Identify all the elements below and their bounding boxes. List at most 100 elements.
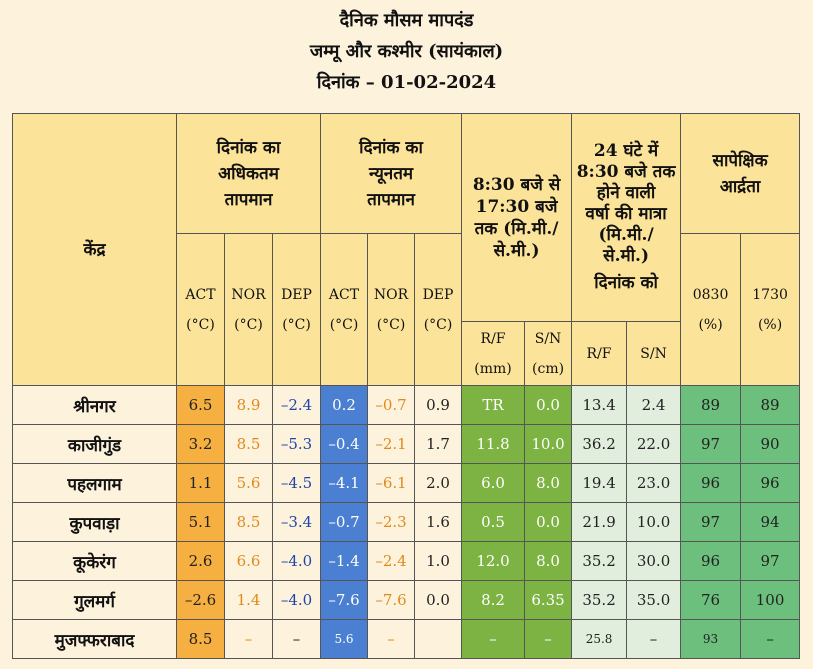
min-nor-header: NOR (°C) [367, 233, 416, 386]
col-unit: (%) [698, 316, 723, 333]
humidity-header-line: सापेक्षिक [712, 150, 768, 171]
sn-day-header: S/N (cm) [524, 321, 573, 386]
sn-day-cell: 8.0 [524, 463, 573, 503]
max-dep-cell: – [271, 619, 322, 659]
rf-24h-cell: 21.9 [571, 502, 628, 542]
sn-day-cell: 10.0 [524, 424, 573, 464]
max-temp-header-line: दिनांक का [216, 137, 281, 158]
min-dep-cell: 1.7 [414, 424, 463, 464]
table-row: पहलगाम 1.1 5.6 –4.5 –4.1 –6.1 2.0 6.0 8.… [12, 463, 801, 503]
col-unit: (mm) [474, 360, 512, 377]
sn-24h-cell: 22.0 [626, 424, 682, 464]
min-act-cell: 0.2 [320, 385, 369, 425]
precip-24h-header-line: दिनांक को [594, 273, 658, 293]
rf-24h-cell: 36.2 [571, 424, 628, 464]
max-act-cell: 1.1 [176, 463, 225, 503]
precip-24h-header-line: से.मी.) [603, 246, 650, 266]
rh-0830-cell: 96 [680, 463, 742, 503]
humidity-header: सापेक्षिक आर्द्रता [680, 113, 801, 234]
col-label: S/N [534, 330, 562, 347]
rf-24h-cell: 25.8 [571, 619, 628, 659]
day-precip-header-line: 8:30 बजे से [472, 174, 561, 195]
max-nor-header: NOR (°C) [224, 233, 273, 386]
min-temp-header-line: दिनांक का [359, 137, 423, 158]
rf-24h-cell: 13.4 [571, 385, 628, 425]
sn-24h-cell: – [626, 619, 682, 659]
max-nor-cell: – [224, 619, 273, 659]
rf-day-cell: 11.8 [461, 424, 526, 464]
max-act-header: ACT (°C) [176, 233, 225, 386]
rh-0830-header: 0830 (%) [680, 233, 742, 386]
col-label: DEP [281, 286, 312, 303]
max-temp-header-line: अधिकतम [218, 163, 279, 184]
station-name: कूकेरंग [12, 541, 177, 581]
max-nor-cell: 1.4 [224, 580, 273, 620]
station-name: पहलगाम [12, 463, 177, 503]
min-act-cell: –1.4 [320, 541, 369, 581]
max-temp-header: दिनांक का अधिकतम तापमान [175, 113, 322, 234]
precip-24h-header: 24 घंटे में 8:30 बजे तक होने वाली वर्षा … [571, 113, 682, 322]
day-precip-header-line: 17:30 बजे [475, 196, 558, 217]
max-nor-cell: 8.5 [224, 424, 273, 464]
table-row: गुलमर्ग –2.6 1.4 –4.0 –7.6 –7.6 0.0 8.2 … [12, 580, 801, 620]
sn-day-cell: 8.0 [524, 541, 573, 581]
min-dep-cell: 0.0 [414, 580, 463, 620]
min-temp-header-line: तापमान [367, 189, 415, 210]
max-nor-cell: 5.6 [224, 463, 273, 503]
col-label: 0830 [692, 286, 729, 303]
min-act-header: ACT (°C) [320, 233, 369, 386]
min-act-cell: –7.6 [320, 580, 369, 620]
title-line-1: दैनिक मौसम मापदंड [339, 10, 474, 31]
table-row: कुपवाड़ा 5.1 8.5 –3.4 –0.7 –2.3 1.6 0.5 … [12, 502, 801, 542]
max-nor-cell: 8.9 [224, 385, 273, 425]
min-nor-cell: –7.6 [367, 580, 416, 620]
sn-day-cell: 0.0 [524, 385, 573, 425]
rh-0830-cell: 93 [680, 619, 742, 659]
min-dep-cell [414, 619, 463, 659]
report-title: दैनिक मौसम मापदंड जम्मू और कश्मीर (सायंक… [0, 6, 813, 99]
rf-day-cell: 0.5 [461, 502, 526, 542]
precip-24h-header-line: 8:30 बजे तक [576, 162, 676, 182]
max-temp-header-line: तापमान [224, 189, 273, 210]
min-dep-cell: 1.6 [414, 502, 463, 542]
rh-1730-cell: 97 [740, 541, 801, 581]
max-dep-cell: –3.4 [271, 502, 322, 542]
col-label: NOR [231, 286, 266, 303]
col-unit: (°C) [186, 316, 215, 333]
rf-day-header: R/F (mm) [461, 321, 526, 386]
min-nor-cell: –0.7 [367, 385, 416, 425]
min-nor-cell: –2.3 [367, 502, 416, 542]
rf-day-cell: 12.0 [461, 541, 526, 581]
col-unit: (°C) [423, 316, 453, 333]
max-act-cell: –2.6 [176, 580, 225, 620]
rf-day-cell: 8.2 [461, 580, 526, 620]
min-temp-header-line: न्यूनतम [368, 163, 414, 184]
station-name: काजीगुंड [12, 424, 177, 464]
table-row: श्रीनगर 6.5 8.9 –2.4 0.2 –0.7 0.9 TR 0.0… [12, 385, 801, 425]
max-act-cell: 6.5 [176, 385, 225, 425]
min-act-cell: –0.4 [320, 424, 369, 464]
col-label: ACT [185, 286, 216, 303]
precip-24h-header-line: वर्षा की मात्रा [585, 204, 667, 224]
day-precip-header-line: से.मी.) [493, 240, 540, 261]
min-nor-cell: – [367, 619, 416, 659]
rf-day-cell: TR [461, 385, 526, 425]
rf-24h-cell: 19.4 [571, 463, 628, 503]
sn-day-cell: 0.0 [524, 502, 573, 542]
rh-1730-header: 1730 (%) [740, 233, 801, 386]
station-name: गुलमर्ग [12, 580, 177, 620]
col-unit: (°C) [376, 316, 406, 333]
max-act-cell: 3.2 [176, 424, 225, 464]
station-name: कुपवाड़ा [12, 502, 177, 542]
day-precip-header-line: तक (मि.मी./ [474, 218, 559, 239]
min-dep-header: DEP (°C) [414, 233, 463, 386]
rh-0830-cell: 89 [680, 385, 742, 425]
max-dep-header: DEP (°C) [271, 233, 322, 386]
title-line-3: दिनांक – 01-02-2024 [316, 72, 497, 93]
title-line-2: जम्मू और कश्मीर (सायंकाल) [309, 41, 504, 62]
rh-0830-cell: 96 [680, 541, 742, 581]
sn-24h-cell: 10.0 [626, 502, 682, 542]
rf-24h-cell: 35.2 [571, 541, 628, 581]
col-label: NOR [373, 286, 409, 303]
max-dep-cell: –5.3 [271, 424, 322, 464]
